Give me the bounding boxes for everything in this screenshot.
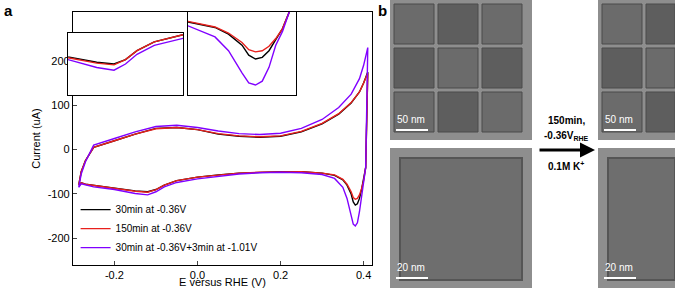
- svg-text:20 nm: 20 nm: [397, 262, 425, 273]
- svg-text:50 nm: 50 nm: [397, 114, 425, 125]
- svg-text:-100: -100: [48, 188, 70, 200]
- svg-text:a: a: [4, 2, 13, 19]
- svg-text:-0.2: -0.2: [105, 269, 124, 281]
- svg-text:E versus RHE (V): E versus RHE (V): [179, 276, 266, 288]
- svg-text:b: b: [378, 2, 387, 19]
- svg-text:150min,: 150min,: [548, 115, 585, 126]
- svg-text:0: 0: [64, 143, 70, 155]
- svg-text:200: 200: [51, 55, 69, 67]
- svg-text:20 nm: 20 nm: [605, 262, 633, 273]
- svg-text:100: 100: [51, 99, 69, 111]
- svg-text:0.4: 0.4: [356, 269, 371, 281]
- svg-text:30min at -0.36V: 30min at -0.36V: [116, 204, 187, 215]
- svg-text:150min at -0.36V: 150min at -0.36V: [116, 223, 192, 234]
- svg-text:50 nm: 50 nm: [605, 114, 633, 125]
- svg-text:-200: -200: [48, 232, 70, 244]
- svg-text:-0.36V​RHE​: -0.36V​RHE​: [544, 130, 589, 142]
- svg-text:0.2: 0.2: [273, 269, 288, 281]
- svg-text:0.0: 0.0: [190, 269, 205, 281]
- svg-text:30min at -0.36V+3min at -1.01V: 30min at -0.36V+3min at -1.01V: [116, 242, 258, 253]
- svg-text:0.1M K​+​: 0.1M K​+​: [548, 160, 584, 172]
- svg-text:Current (uA): Current (uA): [30, 108, 42, 169]
